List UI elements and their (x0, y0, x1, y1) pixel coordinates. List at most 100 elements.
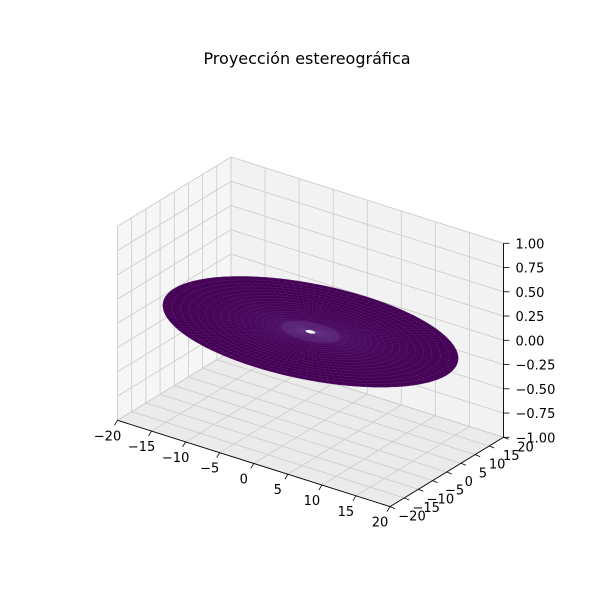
surface-mesh-radial (312, 331, 447, 338)
surface-mesh-ring (255, 310, 366, 353)
x-tick-label: −20 (94, 429, 121, 444)
surface-mesh-radial (306, 332, 311, 380)
surface-mesh-radial (312, 332, 450, 374)
surface-mesh-radial (177, 286, 309, 332)
surface-mesh-radial (310, 332, 338, 385)
surface-mesh-radial (310, 332, 322, 383)
z-tick-label: 0.75 (516, 262, 545, 277)
surface-mesh-radial (311, 314, 413, 332)
surface-mesh-radial (174, 288, 309, 332)
surface-mesh-ring (205, 292, 416, 372)
y-tick-mark (389, 506, 396, 509)
surface-mesh-radial (310, 332, 353, 386)
x-tick-label: −15 (128, 440, 155, 455)
surface-mesh-radial (311, 332, 401, 387)
surface-mesh-radial (198, 279, 309, 332)
surface-mesh-ring (296, 326, 325, 338)
y-tick-label: −10 (427, 492, 454, 507)
surface-mesh-radial (311, 309, 401, 332)
surface-mesh-radial (174, 325, 309, 332)
surface-mesh-radial (312, 317, 418, 332)
z-tick-label: −1.00 (516, 431, 556, 446)
surface-mesh-radial (188, 331, 309, 338)
surface-mesh-radial (180, 285, 309, 332)
surface-mesh-radial (168, 319, 309, 332)
surface-mesh-radial (312, 332, 459, 358)
surface-mesh-ring (283, 321, 338, 343)
surface-mesh-radial (233, 332, 310, 360)
surface-mesh-radial (312, 332, 441, 379)
surface-mesh-radial (208, 331, 310, 349)
y-tick-mark (460, 462, 467, 466)
surface-mesh-radial (162, 306, 309, 332)
surface-mesh-radial (312, 332, 447, 376)
chart-title: Proyección estereográfica (203, 49, 410, 68)
surface-mesh-radial (311, 332, 394, 388)
grid-line-z (117, 156, 504, 244)
x-tick-mark (216, 452, 221, 458)
surface-mesh-radial (312, 332, 428, 383)
y-tick-mark (489, 445, 495, 449)
surface-mesh-radial (312, 332, 433, 382)
surface-mesh-ring (188, 286, 432, 378)
surface-mesh-radial (276, 278, 311, 332)
surface-mesh-radial (184, 283, 309, 332)
surface-mesh-ring (302, 328, 319, 335)
surface-mesh-radial (214, 277, 310, 332)
grid-line-z (117, 180, 504, 269)
surface-mesh-radial (311, 332, 374, 388)
surface-mesh-radial (254, 276, 310, 332)
stereographic-surface (162, 276, 459, 388)
surface-mesh-radial (310, 290, 346, 332)
y-tick-mark (418, 488, 424, 492)
surface-mesh-ring (278, 319, 343, 344)
surface-mesh-radial (311, 301, 382, 332)
surface-mesh-radial (220, 276, 310, 332)
surface-mesh-radial (312, 320, 423, 332)
surface-mesh-ring (171, 279, 450, 384)
y-tick-label: −20 (398, 510, 425, 525)
surface-mesh-radial (290, 332, 311, 377)
y-tick-label: 0 (465, 475, 473, 490)
z-tick-label: 0.00 (516, 334, 545, 349)
surface-mesh-radial (311, 332, 388, 388)
surface-mesh-radial (312, 331, 456, 350)
y-tick-label: −5 (445, 484, 464, 499)
surface-mesh-radial (253, 332, 310, 367)
surface-mesh-radial (312, 331, 444, 336)
surface-mesh-radial (233, 276, 310, 332)
surface-mesh-ring (299, 327, 322, 336)
surface-mesh-radial (310, 285, 323, 332)
surface-mesh-radial (312, 326, 433, 332)
surface-mesh-ring (261, 313, 360, 351)
x-tick-mark (284, 474, 289, 480)
surface-mesh-radial (226, 332, 310, 357)
z-tick-label: 0.50 (516, 286, 545, 301)
x-tick-label: 5 (274, 483, 282, 498)
surface-mesh-radial (311, 332, 381, 388)
surface-mesh-radial (220, 331, 310, 355)
surface-mesh-ring (180, 282, 441, 381)
surface-mesh-radial (306, 282, 311, 332)
y-tick-mark (474, 454, 481, 457)
surface-mesh-radial (203, 278, 309, 332)
surface-mesh-radial (214, 331, 310, 352)
surface-mesh-ring (213, 295, 408, 369)
surface-mesh-radial (164, 311, 309, 332)
surface-mesh-radial (246, 332, 310, 365)
grid-line-z (117, 253, 504, 341)
x-tick-mark (318, 484, 323, 491)
x-tick-mark (352, 495, 357, 502)
surface-mesh-radial (312, 332, 437, 381)
surface-mesh-radial (312, 332, 457, 365)
y-tick-label: −15 (412, 501, 439, 516)
surface-mesh-radial (311, 332, 407, 387)
surface-mesh-radial (312, 331, 455, 347)
surface-mesh-ring (242, 306, 379, 358)
surface-mesh-radial (298, 332, 311, 379)
surface-mesh-radial (268, 277, 311, 332)
surface-mesh-radial (312, 332, 423, 384)
x-tick-mark (114, 420, 118, 426)
grid-line-z (117, 229, 504, 317)
surface-mesh-radial (203, 331, 309, 347)
